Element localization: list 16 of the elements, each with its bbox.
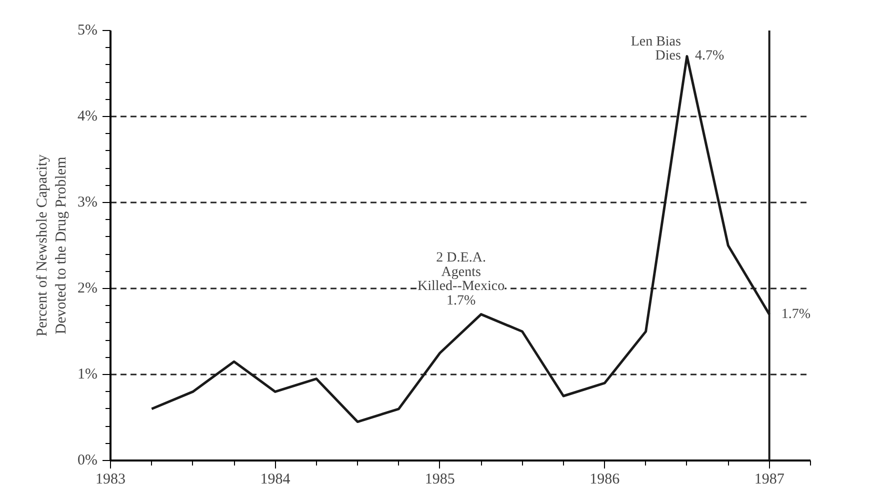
y-tick-label: 0% bbox=[78, 452, 98, 468]
x-tick-label: 1984 bbox=[260, 472, 291, 488]
y-axis-title: Percent of Newshole Capacity Devoted to the Drug Problem bbox=[34, 154, 70, 337]
annotation: 4.7% bbox=[694, 48, 724, 64]
y-tick-label: 2% bbox=[78, 280, 98, 296]
x-tick-label: 1983 bbox=[96, 472, 126, 488]
x-tick-label: 1985 bbox=[424, 472, 455, 488]
annotation: Len Bias Dies bbox=[630, 34, 681, 64]
annotation: 2 D.E.A. Agents Killed--Mexico 1.7% bbox=[418, 250, 505, 308]
y-tick-label: 3% bbox=[78, 194, 98, 210]
annotation: 1.7% bbox=[781, 306, 811, 322]
y-tick-label: 5% bbox=[78, 22, 98, 38]
y-tick-label: 1% bbox=[78, 366, 98, 382]
x-tick-label: 1987 bbox=[754, 472, 785, 488]
y-tick-label: 4% bbox=[78, 108, 98, 124]
x-tick-label: 1986 bbox=[590, 472, 620, 488]
